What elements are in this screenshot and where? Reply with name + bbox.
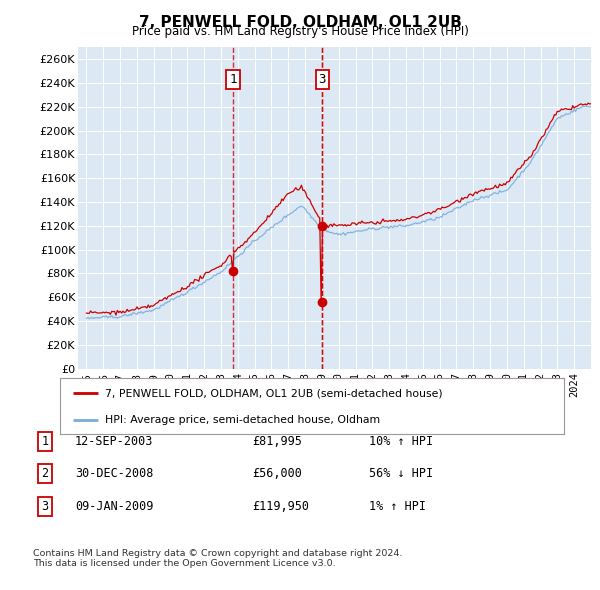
Text: HPI: Average price, semi-detached house, Oldham: HPI: Average price, semi-detached house,… xyxy=(106,415,380,425)
Text: 56% ↓ HPI: 56% ↓ HPI xyxy=(369,467,433,480)
Text: 1: 1 xyxy=(41,435,49,448)
Text: 12-SEP-2003: 12-SEP-2003 xyxy=(75,435,154,448)
Text: 1% ↑ HPI: 1% ↑ HPI xyxy=(369,500,426,513)
Text: 2: 2 xyxy=(41,467,49,480)
Text: This data is licensed under the Open Government Licence v3.0.: This data is licensed under the Open Gov… xyxy=(33,559,335,568)
Text: Price paid vs. HM Land Registry's House Price Index (HPI): Price paid vs. HM Land Registry's House … xyxy=(131,25,469,38)
Text: 30-DEC-2008: 30-DEC-2008 xyxy=(75,467,154,480)
Text: 09-JAN-2009: 09-JAN-2009 xyxy=(75,500,154,513)
Text: 3: 3 xyxy=(41,500,49,513)
Text: 7, PENWELL FOLD, OLDHAM, OL1 2UB (semi-detached house): 7, PENWELL FOLD, OLDHAM, OL1 2UB (semi-d… xyxy=(106,388,443,398)
Text: 7, PENWELL FOLD, OLDHAM, OL1 2UB: 7, PENWELL FOLD, OLDHAM, OL1 2UB xyxy=(139,15,461,30)
Text: 1: 1 xyxy=(229,73,236,86)
Text: £119,950: £119,950 xyxy=(252,500,309,513)
Text: £81,995: £81,995 xyxy=(252,435,302,448)
Text: Contains HM Land Registry data © Crown copyright and database right 2024.: Contains HM Land Registry data © Crown c… xyxy=(33,549,403,558)
Text: 3: 3 xyxy=(319,73,326,86)
Text: 10% ↑ HPI: 10% ↑ HPI xyxy=(369,435,433,448)
Text: £56,000: £56,000 xyxy=(252,467,302,480)
